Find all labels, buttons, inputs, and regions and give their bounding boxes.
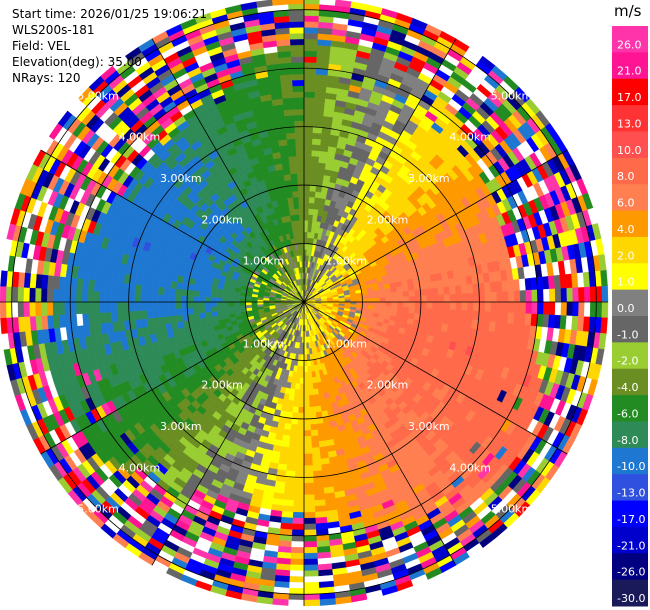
colorbar-tick-label: 1.0 bbox=[617, 276, 635, 289]
colorbar-cell bbox=[612, 500, 648, 528]
colorbar-tick-label: -2.0 bbox=[617, 355, 638, 368]
colorbar-tick-label: -26.0 bbox=[617, 566, 645, 579]
colorbar-tick-label: -21.0 bbox=[617, 539, 645, 552]
colorbar-tick-label: -4.0 bbox=[617, 381, 638, 394]
range-ring-label: 3.00km bbox=[408, 420, 450, 433]
colorbar-tick-label: 13.0 bbox=[617, 117, 642, 130]
azimuth-spoke bbox=[40, 301, 305, 455]
range-ring-label: 5.00km bbox=[491, 89, 533, 102]
colorbar-cell bbox=[612, 210, 648, 238]
azimuth-spoke bbox=[151, 301, 305, 566]
colorbar-tick-label: -13.0 bbox=[617, 487, 645, 500]
azimuth-spoke bbox=[40, 149, 305, 303]
colorbar-cell bbox=[612, 289, 648, 317]
range-ring-label: 5.00km bbox=[77, 503, 119, 516]
range-ring-label: 5.00km bbox=[77, 89, 119, 102]
colorbar-cell bbox=[612, 447, 648, 475]
colorbar-tick-label: 10.0 bbox=[617, 144, 642, 157]
colorbar-cell bbox=[612, 52, 648, 80]
range-ring-label: 1.00km bbox=[243, 255, 285, 268]
colorbar-tick-label: 4.0 bbox=[617, 223, 635, 236]
station-name: WLS200s-181 bbox=[12, 23, 95, 37]
colorbar-cell bbox=[612, 26, 648, 53]
range-ring-label: 1.00km bbox=[325, 255, 367, 268]
colorbar-tick-label: 21.0 bbox=[617, 65, 642, 78]
colorbar-tick-label: 8.0 bbox=[617, 170, 635, 183]
colorbar-cell bbox=[612, 263, 648, 291]
colorbar-tick-label: -10.0 bbox=[617, 460, 645, 473]
range-ring-label: 2.00km bbox=[201, 213, 243, 226]
colorbar-tick-label: 2.0 bbox=[617, 249, 635, 262]
range-ring-label: 4.00km bbox=[119, 131, 161, 144]
start-time: Start time: 2026/01/25 19:06:21 bbox=[12, 7, 207, 21]
range-ring-label: 5.00km bbox=[491, 503, 533, 516]
colorbar-cell bbox=[612, 78, 648, 106]
range-ring-label: 3.00km bbox=[160, 172, 202, 185]
colorbar-tick-label: 26.0 bbox=[617, 38, 642, 51]
colorbar-cell bbox=[612, 184, 648, 212]
elevation: Elevation(deg): 35.00 bbox=[12, 55, 142, 69]
colorbar-cell bbox=[612, 368, 648, 396]
colorbar-tick-label: 17.0 bbox=[617, 91, 642, 104]
range-ring-label: 2.00km bbox=[367, 379, 409, 392]
colorbar-cell bbox=[612, 157, 648, 185]
colorbar-cell bbox=[612, 105, 648, 132]
colorbar-tick-label: 0.0 bbox=[617, 302, 635, 315]
colorbar-cell bbox=[612, 342, 648, 370]
colorbar-cell bbox=[612, 526, 648, 554]
field-name: Field: VEL bbox=[12, 39, 71, 53]
colorbar-tick-label: 6.0 bbox=[617, 197, 635, 210]
range-ring-label: 3.00km bbox=[408, 172, 450, 185]
colorbar-cell bbox=[612, 131, 648, 159]
azimuth-spoke bbox=[303, 38, 457, 303]
ray-count: NRays: 120 bbox=[12, 71, 81, 85]
colorbar-unit: m/s bbox=[614, 2, 642, 20]
range-ring-label: 1.00km bbox=[243, 337, 285, 350]
range-ring-label: 2.00km bbox=[201, 379, 243, 392]
colorbar-tick-label: -8.0 bbox=[617, 434, 638, 447]
colorbar-tick-label: -30.0 bbox=[617, 592, 645, 605]
azimuth-spoke bbox=[303, 301, 457, 566]
colorbar-cell bbox=[612, 421, 648, 449]
colorbar-cell bbox=[612, 395, 648, 422]
colorbar-cell bbox=[612, 474, 648, 502]
range-ring-label: 2.00km bbox=[367, 213, 409, 226]
azimuth-spokes bbox=[0, 0, 608, 606]
range-ring-label: 1.00km bbox=[325, 337, 367, 350]
range-ring-label: 4.00km bbox=[119, 461, 161, 474]
colorbar-cell bbox=[612, 236, 648, 264]
colorbar-tick-label: -17.0 bbox=[617, 513, 645, 526]
colorbar-cell bbox=[612, 553, 648, 581]
azimuth-spoke bbox=[303, 301, 568, 455]
range-ring-label: 4.00km bbox=[449, 131, 491, 144]
range-ring-label: 4.00km bbox=[449, 461, 491, 474]
azimuth-spoke bbox=[151, 38, 305, 303]
colorbar-tick-label: -1.0 bbox=[617, 328, 638, 341]
scan-info: Start time: 2026/01/25 19:06:21 WLS200s-… bbox=[12, 6, 207, 86]
colorbar-cell bbox=[612, 316, 648, 343]
velocity-field bbox=[0, 0, 609, 607]
range-ring-labels: 1.00km 2.00km 3.00km 4.00km 5.00km 1.00km 2.00… bbox=[77, 89, 532, 515]
colorbar-tick-label: -6.0 bbox=[617, 407, 638, 420]
range-ring-label: 3.00km bbox=[160, 420, 202, 433]
azimuth-spoke bbox=[303, 149, 568, 303]
colorbar-cell bbox=[612, 579, 648, 607]
